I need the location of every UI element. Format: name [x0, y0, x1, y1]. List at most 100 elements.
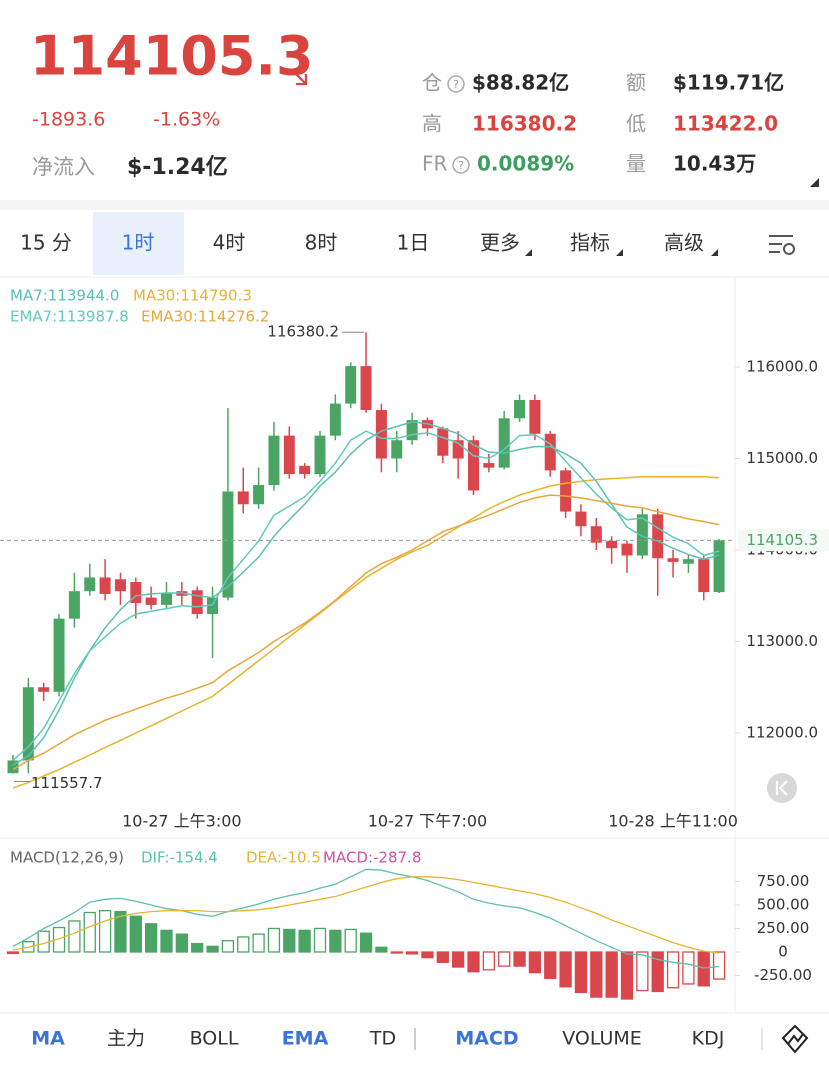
stat-value: $88.82亿 — [472, 71, 569, 95]
indicator-tab[interactable]: BOLL — [190, 1028, 239, 1050]
macd-chart: 750.00 500.00 250.00 0 -250.00 MACD(12,26,9) D… — [6, 849, 812, 1000]
candle-body — [84, 577, 96, 592]
macd-bar — [682, 951, 695, 985]
candle-body — [636, 514, 648, 556]
macd-bar — [605, 951, 618, 998]
stat-label: 量 — [626, 152, 646, 176]
candle-body — [253, 485, 265, 505]
interval-tab[interactable]: 1时 — [122, 231, 155, 255]
macd-bar — [421, 951, 434, 959]
candle-body — [544, 433, 556, 471]
change-pct: -1.63% — [153, 109, 220, 131]
price-chart: 116000.0115000.0114000.0113000.0112000.0… — [0, 287, 829, 831]
interval-tab[interactable]: 4时 — [213, 231, 246, 255]
macd-bar — [344, 928, 357, 953]
legend-entry: MACD:-287.8 — [323, 849, 421, 867]
macd-bar — [237, 936, 250, 953]
help-icon[interactable] — [447, 75, 465, 93]
macd-bar — [329, 929, 342, 953]
candle-body — [38, 687, 50, 692]
change: -1893.6 — [32, 109, 105, 131]
legend-entry: EMA30:114276.2 — [141, 308, 269, 326]
interval-tab[interactable]: 8时 — [305, 231, 338, 255]
macd-bar — [697, 951, 710, 987]
divider — [0, 200, 829, 210]
x-tick-label: 10-27 下午7:00 — [368, 812, 488, 831]
stat-value: $119.71亿 — [673, 71, 784, 95]
candle-body — [514, 399, 526, 419]
macd-bar — [436, 951, 449, 963]
macd-bar — [405, 951, 419, 955]
indicator-tab[interactable]: KDJ — [692, 1028, 725, 1050]
macd-bar — [636, 951, 649, 992]
y-tick-label: 115000.0 — [746, 449, 818, 467]
interval-tab[interactable]: 指标 — [570, 231, 610, 255]
macd-bar — [590, 951, 603, 998]
candle-body — [22, 687, 34, 761]
interval-tab[interactable]: 15 分 — [20, 231, 72, 255]
indicator-tab[interactable]: TD — [369, 1028, 396, 1050]
legend-entry: DEA:-10.5 — [246, 849, 321, 867]
high-label: 116380.2 — [267, 323, 339, 341]
y-tick-label: 500.00 — [757, 895, 810, 913]
interval-tab[interactable]: 高级 — [664, 231, 704, 255]
back-button[interactable] — [767, 773, 797, 803]
net-inflow: $-1.24亿 — [127, 155, 228, 180]
legend-entry: EMA7:113987.8 — [10, 308, 129, 326]
indicator-line — [12, 430, 720, 761]
x-tick-label: 10-27 上午3:00 — [122, 812, 242, 831]
legend-entry: MA7:113944.0 — [10, 287, 119, 305]
candle-body — [590, 526, 602, 543]
indicator-tab[interactable]: MACD — [455, 1028, 518, 1050]
indicator-tab[interactable]: MA — [31, 1028, 65, 1050]
candle-body — [560, 470, 572, 512]
macd-bar — [98, 909, 112, 953]
macd-bar — [68, 920, 81, 953]
candle-body — [375, 410, 387, 459]
y-tick-label: 250.00 — [757, 919, 810, 937]
macd-bar — [160, 929, 173, 953]
y-tick-label: 116000.0 — [746, 358, 818, 376]
macd-bar — [359, 932, 373, 953]
indicator-line — [12, 494, 720, 771]
macd-bar — [651, 951, 664, 993]
y-tick-label: 113000.0 — [746, 632, 818, 650]
stat-value: 116380.2 — [472, 112, 577, 136]
draw-icon[interactable] — [781, 1024, 809, 1054]
y-tick-label: -250.00 — [754, 966, 812, 984]
stat-label: 高 — [422, 112, 442, 136]
settings-icon[interactable] — [769, 235, 795, 255]
candle-body — [314, 435, 326, 475]
macd-bar — [252, 933, 265, 953]
help-icon[interactable] — [452, 156, 470, 174]
last-price-box — [738, 529, 829, 552]
legend-entry: MA30:114790.3 — [133, 287, 252, 305]
indicator-line — [12, 421, 720, 766]
macd-bar — [666, 951, 680, 989]
macd-bar — [375, 946, 388, 953]
interval-tab[interactable]: 1日 — [397, 231, 430, 255]
macd-bar — [544, 951, 557, 979]
y-tick-label: 750.00 — [757, 872, 810, 890]
macd-bar — [206, 945, 219, 953]
indicator-tab[interactable]: VOLUME — [562, 1028, 642, 1050]
macd-bar — [390, 951, 403, 954]
candle-body — [498, 418, 510, 468]
candle-body — [391, 440, 403, 459]
candle-body — [99, 577, 111, 594]
legend-entry: DIF:-154.4 — [141, 849, 218, 867]
macd-bar — [467, 951, 480, 973]
interval-tab[interactable]: 更多 — [480, 231, 520, 255]
macd-bar — [114, 910, 127, 953]
candle-body — [191, 590, 203, 615]
indicator-line — [12, 876, 720, 954]
candle-body — [7, 760, 19, 774]
candle-body — [698, 559, 710, 593]
stat-value: 10.43万 — [673, 152, 756, 176]
candle-body — [406, 420, 418, 441]
help-mark: ? — [453, 78, 459, 91]
indicator-tab[interactable]: EMA — [282, 1028, 329, 1050]
indicator-line — [12, 868, 720, 969]
indicator-tab[interactable]: 主力 — [107, 1028, 145, 1050]
